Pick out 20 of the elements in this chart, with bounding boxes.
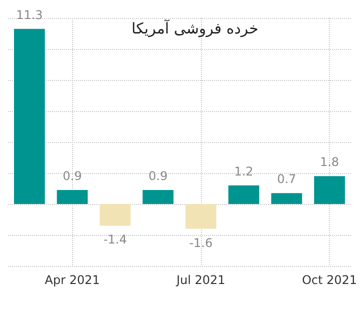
bar: [142, 190, 174, 204]
data-label: 1.2: [234, 164, 254, 178]
bar: [14, 28, 45, 204]
data-label: -1.6: [189, 236, 213, 250]
x-tick-label: Apr 2021: [44, 273, 100, 287]
bar: [271, 193, 302, 204]
bar: [314, 176, 345, 204]
data-label: 0.9: [148, 169, 168, 184]
bar: [100, 204, 131, 226]
data-label: 1.8: [320, 155, 340, 170]
x-tick-label: Oct 2021: [302, 273, 358, 287]
data-label: -1.4: [103, 232, 127, 247]
bar: [56, 190, 88, 204]
data-label: 0.9: [62, 169, 82, 184]
chart-title: خرده فروشی آمریکا: [132, 18, 258, 38]
data-label: 11.3: [16, 8, 43, 22]
bar: [228, 185, 260, 204]
bar: [185, 204, 216, 229]
x-tick-label: Jul 2021: [175, 273, 226, 287]
data-label: 0.7: [277, 172, 296, 186]
